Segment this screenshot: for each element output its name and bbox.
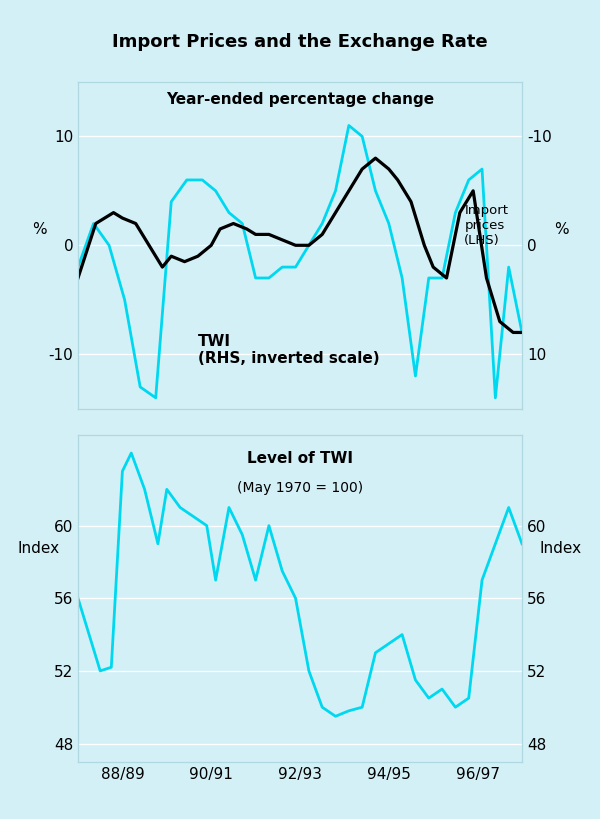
Text: (May 1970 = 100): (May 1970 = 100) <box>237 481 363 495</box>
Text: Import Prices and the Exchange Rate: Import Prices and the Exchange Rate <box>112 33 488 51</box>
Text: Import
prices
(LHS): Import prices (LHS) <box>464 204 508 247</box>
Text: Level of TWI: Level of TWI <box>247 451 353 466</box>
Text: %: % <box>554 222 568 237</box>
Text: TWI
(RHS, inverted scale): TWI (RHS, inverted scale) <box>198 333 380 366</box>
Text: Year-ended percentage change: Year-ended percentage change <box>166 92 434 106</box>
Text: Index: Index <box>540 541 582 556</box>
Text: Index: Index <box>18 541 60 556</box>
Text: %: % <box>32 222 46 237</box>
